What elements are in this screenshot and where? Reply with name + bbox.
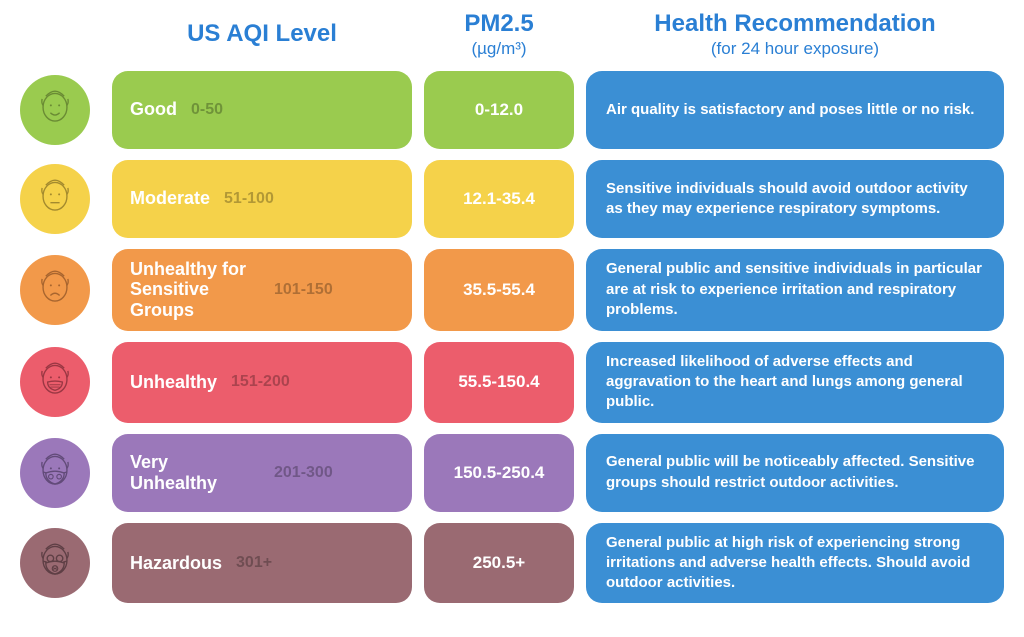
header-aqi-title: US AQI Level bbox=[112, 20, 412, 49]
pm-range-pill: 0-12.0 bbox=[424, 71, 574, 149]
pm-range-pill: 35.5-55.4 bbox=[424, 249, 574, 331]
face-icon bbox=[20, 347, 90, 417]
aqi-label: Unhealthy bbox=[130, 372, 217, 393]
header-rec-sub: (for 24 hour exposure) bbox=[586, 39, 1004, 59]
face-icon bbox=[20, 75, 90, 145]
aqi-label: Very Unhealthy bbox=[130, 452, 260, 493]
aqi-range: 151-200 bbox=[231, 373, 290, 391]
aqi-row: Hazardous 301+ 250.5+General public at hig… bbox=[20, 523, 1004, 604]
face-icon bbox=[20, 255, 90, 325]
aqi-row: Good 0-50 0-12.0Air quality is satisfactor… bbox=[20, 71, 1004, 149]
aqi-range: 101-150 bbox=[274, 281, 333, 299]
face-icon bbox=[20, 164, 90, 234]
header-pm-title: PM2.5 bbox=[424, 10, 574, 39]
aqi-row: Moderate 51-100 12.1-35.4Sensitive individ… bbox=[20, 160, 1004, 238]
aqi-label: Moderate bbox=[130, 188, 210, 209]
aqi-level-pill: Good 0-50 bbox=[112, 71, 412, 149]
header-pm: PM2.5 (µg/m³) bbox=[424, 10, 574, 59]
aqi-range: 301+ bbox=[236, 554, 272, 572]
recommendation-pill: Sensitive individuals should avoid outdo… bbox=[586, 160, 1004, 238]
aqi-level-pill: Unhealthy 151-200 bbox=[112, 342, 412, 423]
header-aqi: US AQI Level bbox=[112, 20, 412, 49]
face-icon bbox=[20, 528, 90, 598]
aqi-level-pill: Very Unhealthy 201-300 bbox=[112, 434, 412, 512]
aqi-row: Unhealthy 151-200 55.5-150.4Increased like… bbox=[20, 342, 1004, 423]
header-rec: Health Recommendation (for 24 hour expos… bbox=[586, 10, 1004, 59]
aqi-range: 0-50 bbox=[191, 101, 223, 119]
recommendation-pill: Increased likelihood of adverse effects … bbox=[586, 342, 1004, 423]
aqi-range: 51-100 bbox=[224, 190, 274, 208]
aqi-label: Unhealthy for Sensitive Groups bbox=[130, 259, 260, 321]
pm-range-pill: 55.5-150.4 bbox=[424, 342, 574, 423]
table-header: US AQI Level PM2.5 (µg/m³) Health Recomm… bbox=[20, 10, 1004, 59]
aqi-range: 201-300 bbox=[274, 464, 333, 482]
header-pm-sub: (µg/m³) bbox=[424, 39, 574, 59]
pm-range-pill: 12.1-35.4 bbox=[424, 160, 574, 238]
pm-range-pill: 150.5-250.4 bbox=[424, 434, 574, 512]
header-rec-title: Health Recommendation bbox=[586, 10, 1004, 39]
aqi-label: Hazardous bbox=[130, 553, 222, 574]
recommendation-pill: General public will be noticeably affect… bbox=[586, 434, 1004, 512]
pm-range-pill: 250.5+ bbox=[424, 523, 574, 604]
aqi-rows: Good 0-50 0-12.0Air quality is satisfactor… bbox=[20, 71, 1004, 604]
aqi-level-pill: Moderate 51-100 bbox=[112, 160, 412, 238]
aqi-level-pill: Hazardous 301+ bbox=[112, 523, 412, 604]
recommendation-pill: Air quality is satisfactory and poses li… bbox=[586, 71, 1004, 149]
aqi-row: Very Unhealthy 201-300 150.5-250.4General … bbox=[20, 434, 1004, 512]
face-icon bbox=[20, 438, 90, 508]
recommendation-pill: General public at high risk of experienc… bbox=[586, 523, 1004, 604]
aqi-level-pill: Unhealthy for Sensitive Groups 101-150 bbox=[112, 249, 412, 331]
aqi-row: Unhealthy for Sensitive Groups 101-150 35.… bbox=[20, 249, 1004, 331]
aqi-label: Good bbox=[130, 99, 177, 120]
recommendation-pill: General public and sensitive individuals… bbox=[586, 249, 1004, 331]
